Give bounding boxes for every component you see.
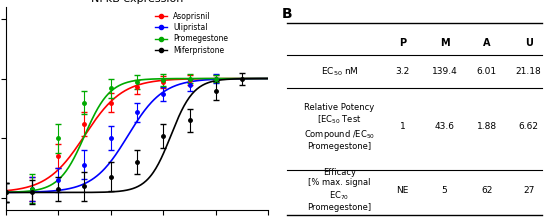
Text: EC$_{50}$ nM: EC$_{50}$ nM — [321, 66, 358, 78]
Legend: Asoprisnil, Ulipristal, Promegestone, Miferpristone: Asoprisnil, Ulipristal, Promegestone, Mi… — [154, 10, 229, 56]
Text: NE: NE — [397, 186, 409, 195]
Text: 6.01: 6.01 — [477, 67, 497, 76]
Text: 1.88: 1.88 — [477, 122, 497, 131]
Text: M: M — [440, 38, 449, 48]
Text: 1: 1 — [400, 122, 405, 131]
Text: 6.62: 6.62 — [519, 122, 538, 131]
Text: P: P — [399, 38, 406, 48]
Text: 43.6: 43.6 — [434, 122, 455, 131]
Text: 3.2: 3.2 — [395, 67, 410, 76]
Text: U: U — [525, 38, 532, 48]
Text: 27: 27 — [523, 186, 535, 195]
Text: Relative Potency
[EC$_{50}$ Test
Compound /EC$_{50}$
Promegestone]: Relative Potency [EC$_{50}$ Test Compoun… — [304, 103, 375, 151]
Text: Efficacy
[% max. signal
EC$_{70}$
Promegestone]: Efficacy [% max. signal EC$_{70}$ Promeg… — [307, 168, 371, 212]
Text: 5: 5 — [442, 186, 448, 195]
Text: B: B — [282, 7, 292, 21]
Title: NFkB expression: NFkB expression — [91, 0, 183, 4]
Text: 21.18: 21.18 — [516, 67, 542, 76]
Text: 62: 62 — [481, 186, 492, 195]
Text: A: A — [483, 38, 491, 48]
Text: 139.4: 139.4 — [432, 67, 458, 76]
